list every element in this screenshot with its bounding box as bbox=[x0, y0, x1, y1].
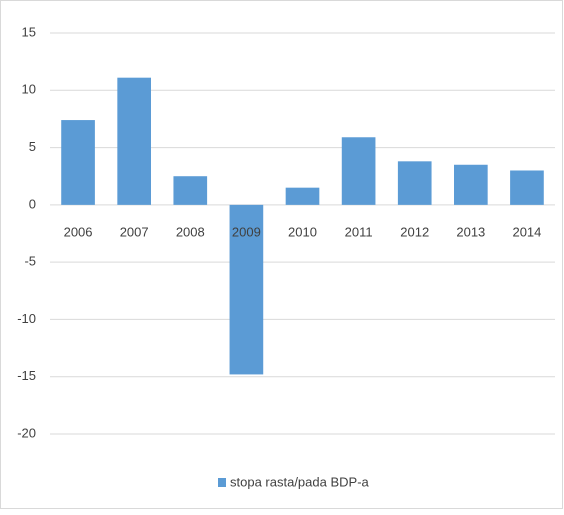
bar bbox=[285, 187, 320, 205]
y-tick-label: -10 bbox=[17, 311, 36, 326]
x-tick-label: 2012 bbox=[400, 224, 429, 239]
y-tick-label: -5 bbox=[24, 254, 36, 269]
x-tick-label: 2008 bbox=[176, 224, 205, 239]
x-tick-label: 2013 bbox=[456, 224, 485, 239]
bar bbox=[397, 161, 432, 205]
y-tick-label: 15 bbox=[22, 24, 36, 39]
y-tick-label: -20 bbox=[17, 425, 36, 440]
bar bbox=[117, 77, 151, 205]
x-tick-label: 2009 bbox=[232, 224, 261, 239]
bar bbox=[510, 170, 544, 205]
x-tick-label: 2011 bbox=[345, 224, 373, 239]
bar bbox=[61, 120, 95, 205]
bar bbox=[341, 137, 376, 205]
y-tick-label: 10 bbox=[22, 82, 36, 97]
y-tick-label: 5 bbox=[29, 139, 36, 154]
x-tick-label: 2006 bbox=[64, 224, 93, 239]
bar bbox=[229, 204, 264, 375]
legend-swatch bbox=[218, 478, 226, 487]
bar bbox=[173, 176, 208, 205]
bar bbox=[454, 164, 488, 205]
legend-label: stopa rasta/pada BDP-a bbox=[230, 474, 370, 489]
x-tick-label: 2014 bbox=[512, 224, 541, 239]
x-tick-label: 2010 bbox=[288, 224, 317, 239]
y-tick-label: 0 bbox=[29, 196, 36, 211]
y-tick-label: -15 bbox=[17, 368, 36, 383]
x-tick-label: 2007 bbox=[120, 224, 149, 239]
